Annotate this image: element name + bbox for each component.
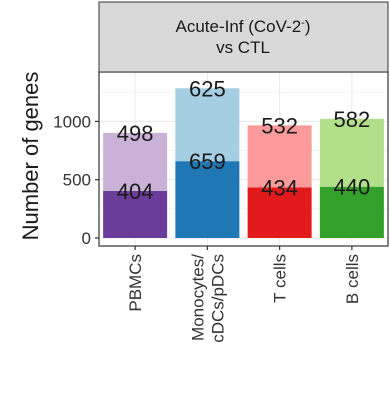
bar-value-label: 625 xyxy=(189,76,226,101)
y-tick-label: 0 xyxy=(82,229,91,248)
y-tick-label: 500 xyxy=(63,171,91,190)
y-axis: 0 500 1000 xyxy=(53,112,99,248)
bar-value-labels: 404 498 659 625 434 532 440 582 xyxy=(117,76,370,204)
bars xyxy=(103,88,384,238)
bar-value-label: 440 xyxy=(334,175,371,200)
bar-value-label: 498 xyxy=(117,121,154,146)
bar-value-label: 434 xyxy=(261,175,298,200)
facet-strip-background xyxy=(98,1,389,73)
y-axis-title: Number of genes xyxy=(18,72,43,241)
x-tick-label: T cells xyxy=(271,254,290,303)
bar-segment xyxy=(175,161,240,238)
bar-value-label: 532 xyxy=(261,113,298,138)
bar-segment xyxy=(103,190,168,238)
facet-strip: Acute-Inf (CoV-2-) vs CTL xyxy=(98,1,389,73)
bar-value-label: 659 xyxy=(189,149,226,174)
bar-segment xyxy=(247,125,312,188)
facet-strip-line1: Acute-Inf (CoV-2-) xyxy=(175,17,310,36)
bar-value-label: 404 xyxy=(117,179,154,204)
x-tick-label: B cells xyxy=(343,254,362,304)
bar-value-label: 582 xyxy=(334,107,371,132)
bar-segment xyxy=(319,118,384,187)
y-tick-label: 1000 xyxy=(53,112,91,131)
x-axis: PBMCs Monocytes/cDCs/pDCs T cells B cells xyxy=(126,246,362,343)
bar-segment xyxy=(319,186,384,238)
x-tick-label: PBMCs xyxy=(126,254,145,312)
facet-strip-line2: vs CTL xyxy=(216,38,270,57)
bar-segment xyxy=(103,132,168,191)
bar-segment xyxy=(247,187,312,238)
x-tick-label: Monocytes/cDCs/pDCs xyxy=(188,254,227,343)
bar-segment xyxy=(175,88,240,162)
